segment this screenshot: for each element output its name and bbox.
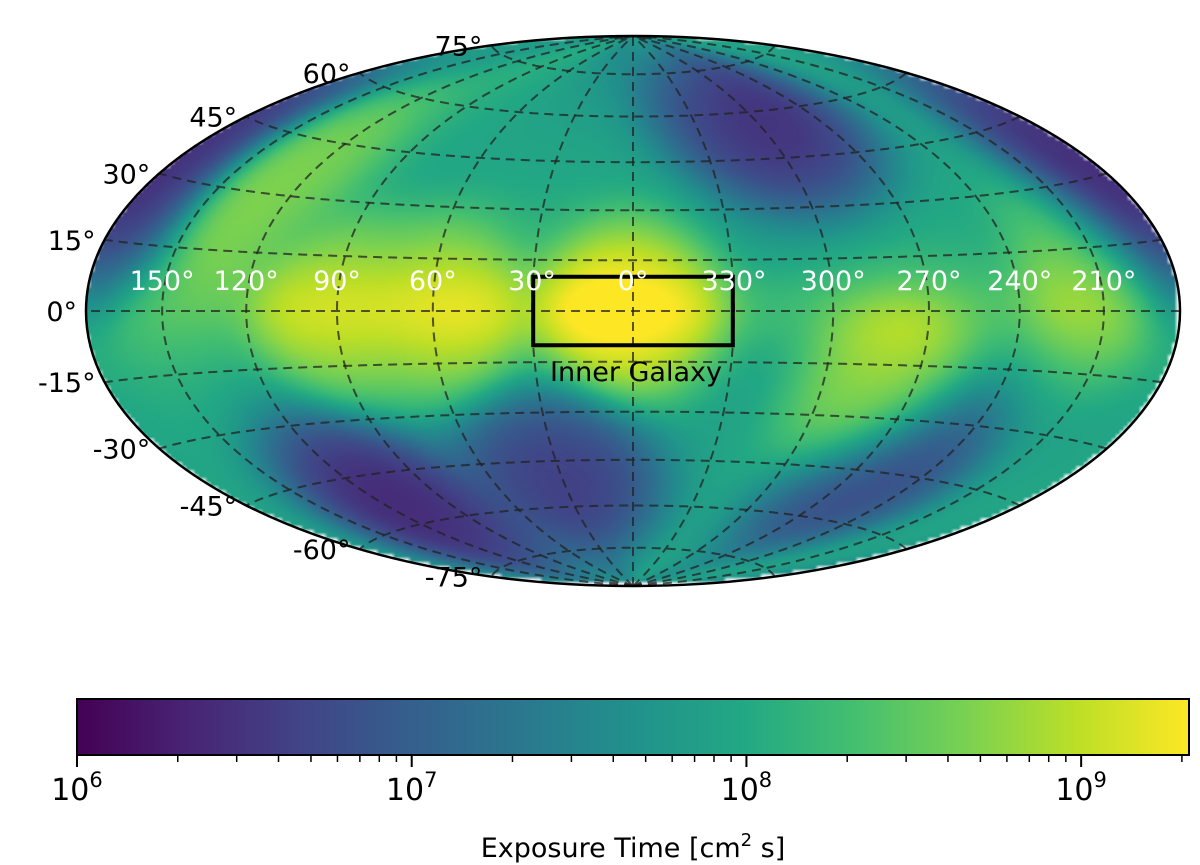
latitude-gridline — [490, 546, 776, 578]
latitude-gridline — [358, 504, 908, 550]
latitude-label: 0° — [46, 297, 77, 328]
inner-galaxy-region — [531, 274, 735, 348]
longitude-label: 120° — [214, 266, 279, 297]
longitude-label: 270° — [896, 266, 961, 297]
longitude-gridline — [335, 36, 634, 586]
longitude-label: 300° — [801, 266, 866, 297]
longitude-label: 90° — [313, 266, 361, 297]
longitude-gridline — [632, 36, 835, 586]
latitude-label: 15° — [48, 226, 96, 257]
longitude-label: 0° — [618, 266, 649, 297]
sky-map: Inner Galaxy 150° 120° 90° 60° 30° 0° 330° 300°… — [38, 31, 1182, 594]
colorbar-label: Exposure Time [cm2 s] — [481, 830, 786, 864]
colorbar-tick-label: 109 — [1055, 768, 1107, 808]
colorbar-tick-label: 107 — [386, 768, 438, 808]
latitude-labels: 75° 60° 45° 30° 15° 0° -15° -30° -45° -60° -75° — [38, 31, 482, 593]
sky-boundary — [84, 34, 1182, 588]
colorbar-ticks: 106 107 108 109 — [51, 755, 1183, 808]
longitude-label: 240° — [987, 266, 1052, 297]
inner-galaxy-label: Inner Galaxy — [550, 357, 722, 388]
latitude-label: -30° — [93, 435, 151, 466]
latitude-label: -15° — [38, 368, 96, 399]
graticule — [86, 36, 1180, 586]
longitude-label: 330° — [701, 266, 766, 297]
latitude-label: 45° — [189, 103, 237, 134]
longitude-label: 210° — [1071, 266, 1136, 297]
longitude-label: 30° — [508, 266, 556, 297]
latitude-label: 75° — [435, 31, 483, 62]
colorbar-tick-label: 106 — [51, 768, 103, 808]
longitude-gridline — [632, 36, 1021, 586]
longitude-label: 60° — [409, 266, 457, 297]
colorbar-gradient — [76, 698, 1190, 756]
latitude-label: -60° — [293, 535, 351, 566]
latitude-label: 60° — [303, 59, 351, 90]
colorbar-tick-label: 108 — [721, 768, 773, 808]
latitude-label: -45° — [180, 492, 238, 523]
longitude-labels: 150° 120° 90° 60° 30° 0° 330° 300° 270° 240° 210° — [130, 266, 1137, 297]
longitude-gridline — [632, 36, 931, 586]
longitude-gridline — [431, 36, 634, 586]
longitude-gridline — [632, 36, 1105, 586]
colorbar: 106 107 108 109 Exposure Time [cm2 s] — [51, 698, 1190, 864]
longitude-label: 150° — [130, 266, 195, 297]
latitude-label: -75° — [425, 563, 483, 594]
longitude-gridline — [161, 36, 634, 586]
latitude-label: 30° — [102, 160, 150, 191]
longitude-gridline — [245, 36, 634, 586]
